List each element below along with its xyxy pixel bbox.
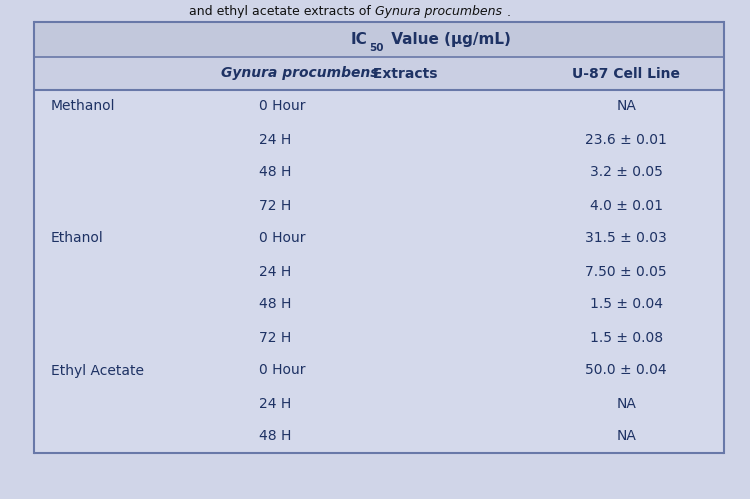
- Text: 4.0 ± 0.01: 4.0 ± 0.01: [590, 199, 663, 213]
- Text: 1.5 ± 0.04: 1.5 ± 0.04: [590, 297, 663, 311]
- Bar: [34, 57, 724, 90]
- Text: Methanol: Methanol: [51, 99, 116, 113]
- Text: 24 H: 24 H: [259, 264, 291, 278]
- Text: 24 H: 24 H: [259, 133, 291, 147]
- Text: IC: IC: [351, 32, 368, 47]
- Text: NA: NA: [616, 397, 636, 411]
- Text: 0 Hour: 0 Hour: [259, 363, 305, 378]
- Text: 48 H: 48 H: [259, 166, 291, 180]
- Bar: [34, 22, 724, 453]
- Text: NA: NA: [616, 430, 636, 444]
- Text: Extracts: Extracts: [368, 66, 437, 80]
- Text: Ethyl Acetate: Ethyl Acetate: [51, 363, 144, 378]
- Text: 48 H: 48 H: [259, 430, 291, 444]
- Bar: [34, 22, 724, 57]
- Text: 1.5 ± 0.08: 1.5 ± 0.08: [590, 330, 663, 344]
- Text: 0 Hour: 0 Hour: [259, 232, 305, 246]
- Text: 3.2 ± 0.05: 3.2 ± 0.05: [590, 166, 663, 180]
- Text: 31.5 ± 0.03: 31.5 ± 0.03: [585, 232, 668, 246]
- Text: 72 H: 72 H: [259, 330, 291, 344]
- Text: .: .: [506, 5, 510, 18]
- Text: 48 H: 48 H: [259, 297, 291, 311]
- Text: 24 H: 24 H: [259, 397, 291, 411]
- Text: Gynura procumbens: Gynura procumbens: [375, 5, 502, 18]
- Text: NA: NA: [616, 99, 636, 113]
- Text: 50: 50: [369, 43, 383, 53]
- Text: 50.0 ± 0.04: 50.0 ± 0.04: [586, 363, 667, 378]
- Text: Value (μg/mL): Value (μg/mL): [386, 32, 512, 47]
- Text: 0 Hour: 0 Hour: [259, 99, 305, 113]
- Text: Ethanol: Ethanol: [51, 232, 104, 246]
- Text: U-87 Cell Line: U-87 Cell Line: [572, 66, 680, 80]
- Text: 23.6 ± 0.01: 23.6 ± 0.01: [585, 133, 668, 147]
- Text: 72 H: 72 H: [259, 199, 291, 213]
- Text: 7.50 ± 0.05: 7.50 ± 0.05: [586, 264, 667, 278]
- Text: Gynura procumbens: Gynura procumbens: [221, 66, 379, 80]
- Text: and ethyl acetate extracts of: and ethyl acetate extracts of: [189, 5, 375, 18]
